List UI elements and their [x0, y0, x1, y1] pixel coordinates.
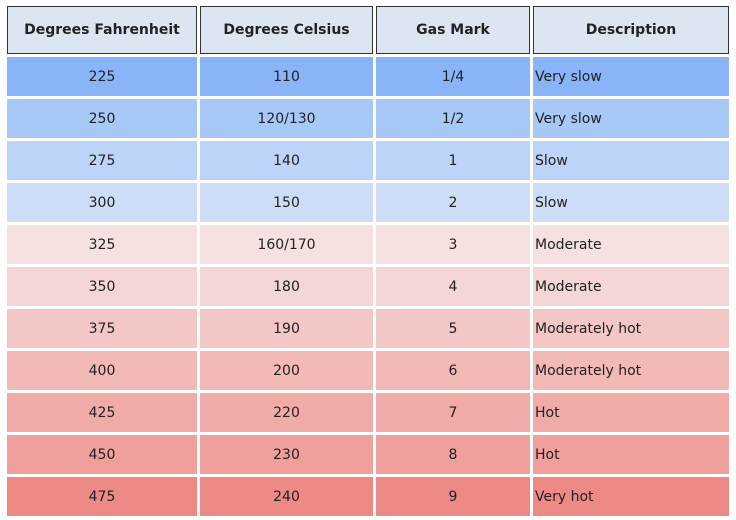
table-cell: 2 — [376, 183, 530, 222]
table-cell: 275 — [7, 141, 197, 180]
table-row: 450 230 8 Hot — [7, 435, 729, 474]
table-cell: Moderate — [533, 267, 729, 306]
table-cell: 7 — [376, 393, 530, 432]
oven-temperature-table: Degrees Fahrenheit Degrees Celsius Gas Mar… — [4, 3, 732, 519]
table-row: 375 190 5 Moderately hot — [7, 309, 729, 348]
column-header: Degrees Celsius — [200, 6, 373, 54]
table-cell: 1/2 — [376, 99, 530, 138]
table-cell: 325 — [7, 225, 197, 264]
column-header: Description — [533, 6, 729, 54]
table-cell: 200 — [200, 351, 373, 390]
table-row: 300 150 2 Slow — [7, 183, 729, 222]
table-row: 350 180 4 Moderate — [7, 267, 729, 306]
table-cell: Hot — [533, 393, 729, 432]
table-cell: 220 — [200, 393, 373, 432]
table-cell: 6 — [376, 351, 530, 390]
table-cell: 400 — [7, 351, 197, 390]
table-cell: 120/130 — [200, 99, 373, 138]
table-cell: Very hot — [533, 477, 729, 516]
table-cell: Very slow — [533, 57, 729, 96]
table-row: 225 110 1/4 Very slow — [7, 57, 729, 96]
table-cell: Hot — [533, 435, 729, 474]
table-cell: Moderately hot — [533, 351, 729, 390]
table-cell: 140 — [200, 141, 373, 180]
table-cell: 300 — [7, 183, 197, 222]
table-cell: 110 — [200, 57, 373, 96]
table-cell: 3 — [376, 225, 530, 264]
table-cell: 350 — [7, 267, 197, 306]
table-cell: Slow — [533, 183, 729, 222]
table-cell: 375 — [7, 309, 197, 348]
table-cell: 9 — [376, 477, 530, 516]
table-header: Degrees Fahrenheit Degrees Celsius Gas Mar… — [7, 6, 729, 54]
table-cell: 150 — [200, 183, 373, 222]
table-row: 250 120/130 1/2 Very slow — [7, 99, 729, 138]
table-cell: 230 — [200, 435, 373, 474]
table-row: 400 200 6 Moderately hot — [7, 351, 729, 390]
table-cell: 1 — [376, 141, 530, 180]
table-cell: Moderate — [533, 225, 729, 264]
header-row: Degrees Fahrenheit Degrees Celsius Gas Mar… — [7, 6, 729, 54]
table-row: 475 240 9 Very hot — [7, 477, 729, 516]
table-cell: 190 — [200, 309, 373, 348]
table-row: 425 220 7 Hot — [7, 393, 729, 432]
table-cell: 240 — [200, 477, 373, 516]
table-cell: Moderately hot — [533, 309, 729, 348]
table-cell: 5 — [376, 309, 530, 348]
table-cell: Slow — [533, 141, 729, 180]
table-row: 275 140 1 Slow — [7, 141, 729, 180]
table-cell: 475 — [7, 477, 197, 516]
table-cell: Very slow — [533, 99, 729, 138]
table-cell: 425 — [7, 393, 197, 432]
column-header: Gas Mark — [376, 6, 530, 54]
table-row: 325 160/170 3 Moderate — [7, 225, 729, 264]
table-cell: 250 — [7, 99, 197, 138]
table-cell: 180 — [200, 267, 373, 306]
table-cell: 4 — [376, 267, 530, 306]
table-cell: 160/170 — [200, 225, 373, 264]
column-header: Degrees Fahrenheit — [7, 6, 197, 54]
table-cell: 225 — [7, 57, 197, 96]
table-cell: 1/4 — [376, 57, 530, 96]
table-cell: 8 — [376, 435, 530, 474]
table-cell: 450 — [7, 435, 197, 474]
table-body: 225 110 1/4 Very slow 250 120/130 1/2 Very slow… — [7, 57, 729, 516]
